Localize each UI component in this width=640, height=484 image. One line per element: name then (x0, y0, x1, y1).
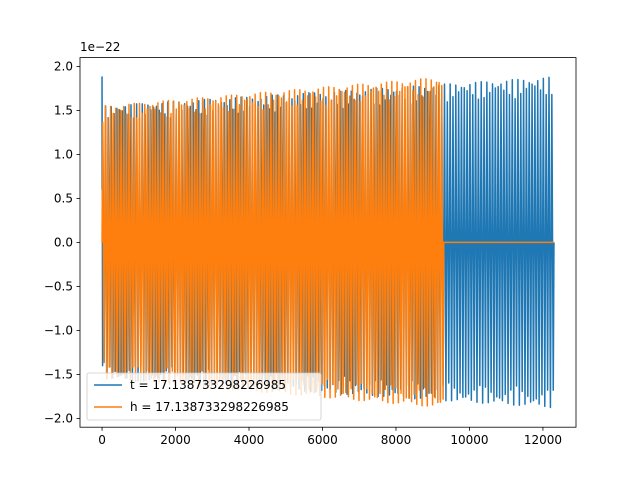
y-tick-label: −0.5 (44, 280, 73, 294)
y-tick-label: 0.0 (54, 236, 73, 250)
legend-box (86, 372, 322, 421)
x-tick-label: 0 (98, 433, 106, 447)
y-tick-label: 1.0 (54, 148, 73, 162)
y-tick-label: −2.0 (44, 412, 73, 426)
x-tick-label: 2000 (160, 433, 191, 447)
legend-label-t: t = 17.138733298226985 (130, 378, 286, 392)
y-tick-label: 0.5 (54, 192, 73, 206)
y-offset-label: 1e−22 (80, 40, 120, 54)
x-tick-label: 10000 (450, 433, 488, 447)
y-tick-label: 1.5 (54, 104, 73, 118)
series-line-h (101, 78, 554, 407)
x-tick-label: 8000 (381, 433, 412, 447)
y-tick-label: 2.0 (54, 60, 73, 74)
x-tick-label: 6000 (307, 433, 338, 447)
y-axis: −2.0 −1.5 −1.0 −0.5 0.0 0.5 1.0 1.5 2.0 (44, 60, 80, 426)
x-tick-label: 12000 (524, 433, 562, 447)
series-layer (101, 76, 555, 409)
y-tick-label: −1.0 (44, 324, 73, 338)
legend-label-h: h = 17.138733298226985 (130, 400, 289, 414)
x-tick-label: 4000 (234, 433, 265, 447)
y-tick-label: −1.5 (44, 368, 73, 382)
x-axis: 0 2000 4000 6000 8000 10000 12000 (98, 427, 562, 447)
legend: t = 17.138733298226985 h = 17.1387332982… (86, 372, 322, 421)
